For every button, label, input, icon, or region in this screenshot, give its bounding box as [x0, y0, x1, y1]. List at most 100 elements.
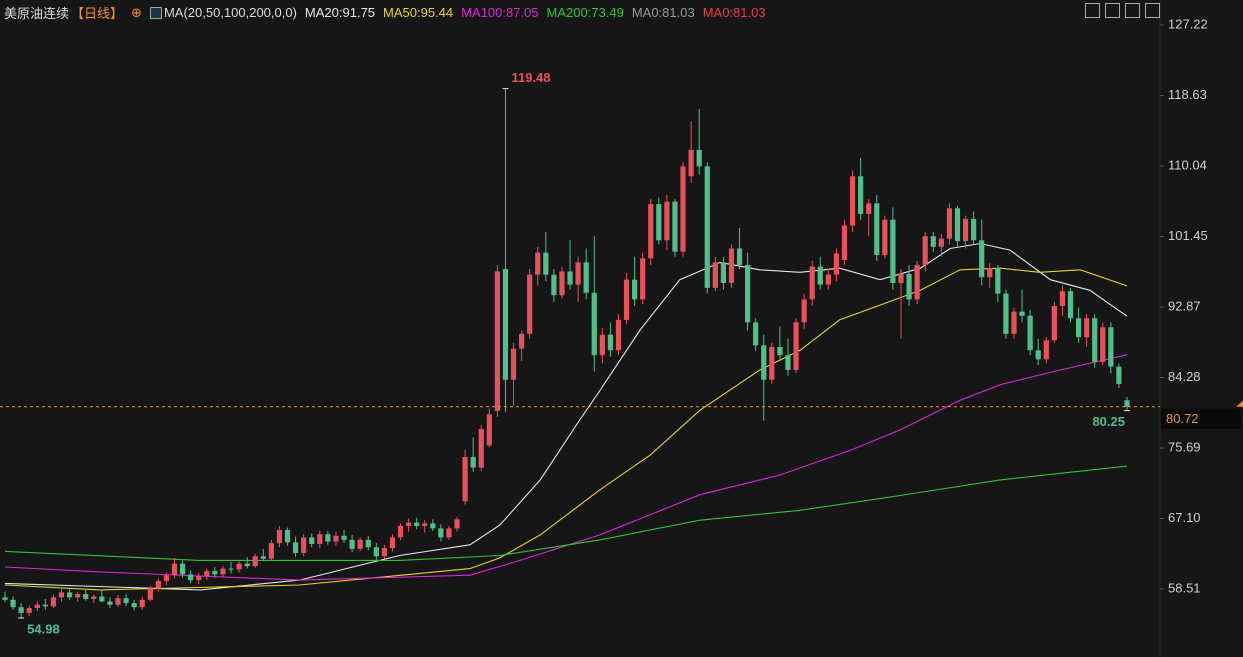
candle-body: [1059, 291, 1066, 306]
candle-body: [1019, 311, 1025, 316]
candle-body: [18, 607, 24, 613]
y-tick-label: 118.63: [1168, 87, 1207, 102]
candle-body: [535, 252, 541, 275]
candle-body: [591, 292, 597, 356]
last-price-box: [1161, 408, 1241, 429]
candle-body: [914, 264, 920, 300]
candle-body: [1075, 318, 1082, 338]
y-tick-label: 67.10: [1168, 510, 1201, 525]
candle-body: [696, 149, 702, 167]
candle-body: [422, 523, 428, 526]
candle-body: [1084, 318, 1090, 338]
candle-body: [502, 268, 509, 380]
y-tick-label: 127.22: [1168, 16, 1208, 31]
candle-body: [414, 522, 420, 526]
legend-entry: MA100:87.05: [461, 5, 539, 20]
candle-body: [66, 592, 73, 598]
toolbar-button[interactable]: [1105, 3, 1120, 18]
candle-body: [793, 322, 799, 370]
candle-body: [995, 268, 1001, 294]
candle-body: [244, 563, 250, 567]
candle-body: [954, 208, 961, 242]
indicator-icon[interactable]: [149, 6, 162, 19]
candle-body: [898, 273, 904, 283]
legend-entry: MA20:91.75: [304, 5, 376, 20]
candle-body: [510, 348, 517, 380]
annotation: 80.25: [1092, 414, 1125, 429]
candle-body: [785, 355, 791, 370]
candle-body: [309, 537, 315, 544]
add-icon[interactable]: ⊕: [131, 4, 142, 20]
candle-body: [543, 252, 549, 275]
candle-body: [987, 268, 993, 278]
candle-body: [462, 456, 468, 502]
candle-body: [1011, 311, 1017, 334]
candle-body: [42, 604, 48, 607]
candle-body: [906, 273, 912, 300]
candle-body: [341, 535, 347, 540]
candle-body: [486, 414, 492, 446]
candle-body: [155, 580, 161, 589]
candle-body: [115, 598, 121, 605]
candle-body: [430, 523, 436, 529]
candle-body: [107, 601, 113, 605]
candle-body: [260, 556, 266, 559]
toolbar-button[interactable]: [1125, 3, 1140, 18]
candle-body: [373, 547, 379, 557]
candle-body: [58, 592, 65, 598]
candle-body: [728, 248, 735, 283]
candle-body: [317, 534, 323, 544]
candle-body: [841, 225, 848, 260]
y-tick-label: 92.87: [1168, 298, 1201, 313]
candle-body: [83, 594, 89, 599]
candle-body: [736, 248, 743, 265]
ma-line: [4, 267, 1128, 591]
candle-body: [292, 542, 299, 553]
candle-body: [123, 598, 129, 604]
candle-body: [268, 543, 274, 559]
candle-body: [2, 597, 8, 600]
indicator[interactable]: MA(20,50,100,200,0,0): [163, 5, 297, 20]
candle-body: [1108, 327, 1114, 367]
candle-body: [761, 345, 767, 380]
candle-body: [220, 568, 226, 575]
candle-body: [801, 299, 807, 323]
candle-body: [882, 219, 888, 256]
ma-line: [4, 465, 1128, 561]
candle-body: [551, 274, 557, 296]
legend-entry: MA200:73.49: [546, 5, 624, 20]
candle-body: [720, 262, 727, 283]
candle-body: [179, 563, 186, 575]
candle-body: [946, 208, 953, 239]
candle-body: [559, 271, 565, 296]
period[interactable]: 【日线】: [71, 6, 124, 21]
candle-body: [446, 528, 452, 538]
candle-body: [470, 456, 476, 468]
candle-body: [1100, 327, 1106, 362]
candle-body: [204, 571, 210, 576]
candle-body: [922, 236, 928, 265]
candle-body: [454, 519, 460, 529]
toolbar-button[interactable]: [1085, 3, 1100, 18]
candle-body: [212, 571, 218, 575]
candle-body: [389, 537, 396, 549]
candle-body: [769, 346, 775, 380]
candle-body: [196, 575, 202, 581]
candle-body: [325, 534, 331, 542]
candle-body: [34, 604, 40, 608]
candle-body: [10, 599, 16, 608]
y-tick-label: 58.51: [1168, 580, 1201, 595]
toolbar-button[interactable]: [1145, 3, 1160, 18]
candle-body: [139, 599, 145, 608]
candle-body: [809, 266, 815, 300]
candle-body: [777, 346, 783, 356]
candle-body: [688, 149, 694, 177]
candle-body: [1116, 366, 1122, 384]
candle-body: [648, 204, 654, 259]
y-tick-label: 110.04: [1168, 157, 1207, 172]
legend-entry: MA50:95.44: [383, 5, 454, 20]
candle-body: [276, 530, 283, 544]
candle-body: [171, 563, 178, 576]
